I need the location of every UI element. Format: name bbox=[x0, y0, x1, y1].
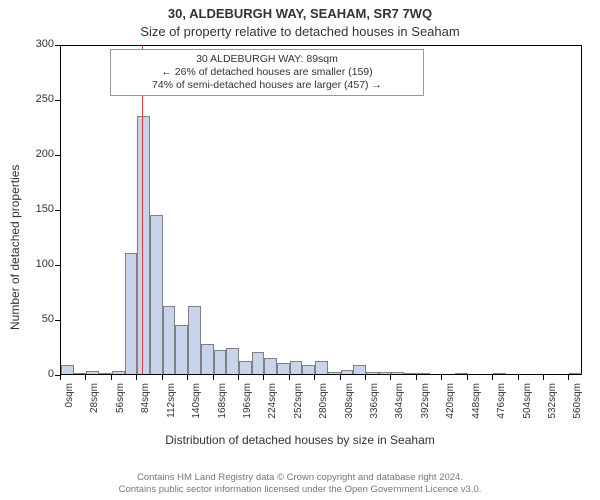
histogram-bar bbox=[290, 361, 303, 374]
x-tick-label: 392sqm bbox=[420, 383, 431, 427]
histogram-bar bbox=[315, 361, 328, 374]
histogram-bar bbox=[150, 215, 163, 375]
x-tick-mark bbox=[340, 375, 341, 380]
y-tick-mark bbox=[55, 265, 60, 266]
x-tick-label: 364sqm bbox=[394, 383, 405, 427]
x-tick-mark bbox=[365, 375, 366, 380]
histogram-bar bbox=[226, 348, 239, 374]
footer-attribution: Contains HM Land Registry data © Crown c… bbox=[0, 472, 600, 496]
x-tick-mark bbox=[85, 375, 86, 380]
histogram-bar bbox=[391, 372, 404, 374]
histogram-bar bbox=[175, 325, 188, 375]
y-tick-label: 300 bbox=[24, 38, 54, 50]
histogram-bar bbox=[264, 358, 277, 375]
x-tick-label: 28sqm bbox=[89, 383, 100, 427]
y-tick-mark bbox=[55, 320, 60, 321]
histogram-bar bbox=[569, 373, 582, 374]
histogram-bar bbox=[74, 373, 87, 374]
footer-line-2: Contains public sector information licen… bbox=[0, 484, 600, 496]
x-tick-mark bbox=[467, 375, 468, 380]
x-tick-label: 560sqm bbox=[572, 383, 583, 427]
x-tick-label: 168sqm bbox=[217, 383, 228, 427]
histogram-bar bbox=[404, 373, 417, 374]
x-tick-mark bbox=[568, 375, 569, 380]
histogram-bar bbox=[455, 373, 468, 374]
x-tick-mark bbox=[213, 375, 214, 380]
x-tick-mark bbox=[416, 375, 417, 380]
histogram-bar bbox=[277, 363, 290, 374]
x-tick-mark bbox=[314, 375, 315, 380]
x-tick-label: 448sqm bbox=[471, 383, 482, 427]
y-tick-label: 250 bbox=[24, 93, 54, 105]
x-tick-label: 140sqm bbox=[191, 383, 202, 427]
y-axis-label: Number of detached properties bbox=[8, 165, 22, 330]
histogram-bar bbox=[214, 350, 227, 374]
x-tick-mark bbox=[187, 375, 188, 380]
x-tick-mark bbox=[162, 375, 163, 380]
x-tick-label: 84sqm bbox=[140, 383, 151, 427]
x-tick-label: 280sqm bbox=[318, 383, 329, 427]
histogram-bar bbox=[86, 371, 99, 374]
y-tick-mark bbox=[55, 155, 60, 156]
x-tick-mark bbox=[390, 375, 391, 380]
histogram-bar bbox=[239, 361, 252, 374]
x-tick-mark bbox=[263, 375, 264, 380]
y-tick-label: 150 bbox=[24, 203, 54, 215]
annotation-box: 30 ALDEBURGH WAY: 89sqm ← 26% of detache… bbox=[110, 49, 424, 96]
x-tick-label: 420sqm bbox=[445, 383, 456, 427]
y-tick-mark bbox=[55, 45, 60, 46]
y-tick-label: 200 bbox=[24, 148, 54, 160]
annotation-line-3: 74% of semi-detached houses are larger (… bbox=[117, 79, 417, 92]
histogram-bar bbox=[493, 373, 506, 374]
histogram-bar bbox=[188, 306, 201, 374]
histogram-bar bbox=[302, 365, 315, 374]
x-tick-mark bbox=[111, 375, 112, 380]
x-tick-mark bbox=[136, 375, 137, 380]
y-tick-mark bbox=[55, 210, 60, 211]
histogram-bar bbox=[137, 116, 150, 375]
histogram-bar bbox=[252, 352, 265, 374]
histogram-bar bbox=[163, 306, 176, 374]
x-tick-mark bbox=[60, 375, 61, 380]
y-tick-label: 0 bbox=[24, 368, 54, 380]
y-tick-label: 50 bbox=[24, 313, 54, 325]
annotation-line-2: ← 26% of detached houses are smaller (15… bbox=[117, 66, 417, 79]
histogram-bar bbox=[99, 373, 112, 374]
x-tick-label: 532sqm bbox=[547, 383, 558, 427]
histogram-bar bbox=[112, 371, 125, 374]
y-tick-mark bbox=[55, 100, 60, 101]
histogram-bar bbox=[125, 253, 138, 374]
x-tick-label: 336sqm bbox=[369, 383, 380, 427]
x-tick-label: 224sqm bbox=[267, 383, 278, 427]
chart-container: 30, ALDEBURGH WAY, SEAHAM, SR7 7WQ Size … bbox=[0, 0, 600, 500]
histogram-bar bbox=[366, 372, 379, 374]
histogram-bar bbox=[417, 373, 430, 374]
x-tick-mark bbox=[492, 375, 493, 380]
x-tick-label: 504sqm bbox=[522, 383, 533, 427]
x-tick-mark bbox=[518, 375, 519, 380]
annotation-line-1: 30 ALDEBURGH WAY: 89sqm bbox=[117, 53, 417, 66]
histogram-bar bbox=[353, 365, 366, 374]
x-tick-label: 112sqm bbox=[166, 383, 177, 427]
histogram-bar bbox=[201, 344, 214, 374]
x-tick-label: 196sqm bbox=[242, 383, 253, 427]
title-address: 30, ALDEBURGH WAY, SEAHAM, SR7 7WQ bbox=[0, 6, 600, 21]
x-tick-mark bbox=[289, 375, 290, 380]
x-tick-mark bbox=[441, 375, 442, 380]
x-tick-label: 56sqm bbox=[115, 383, 126, 427]
histogram-bar bbox=[341, 370, 354, 374]
x-axis-label: Distribution of detached houses by size … bbox=[0, 433, 600, 447]
y-tick-label: 100 bbox=[24, 258, 54, 270]
x-tick-label: 308sqm bbox=[344, 383, 355, 427]
footer-line-1: Contains HM Land Registry data © Crown c… bbox=[0, 472, 600, 484]
title-subtitle: Size of property relative to detached ho… bbox=[0, 24, 600, 39]
x-tick-mark bbox=[238, 375, 239, 380]
histogram-bar bbox=[328, 372, 341, 374]
histogram-bar bbox=[61, 365, 74, 374]
x-tick-mark bbox=[543, 375, 544, 380]
x-tick-label: 476sqm bbox=[496, 383, 507, 427]
histogram-bar bbox=[379, 372, 392, 374]
x-tick-label: 0sqm bbox=[64, 383, 75, 427]
x-tick-label: 252sqm bbox=[293, 383, 304, 427]
